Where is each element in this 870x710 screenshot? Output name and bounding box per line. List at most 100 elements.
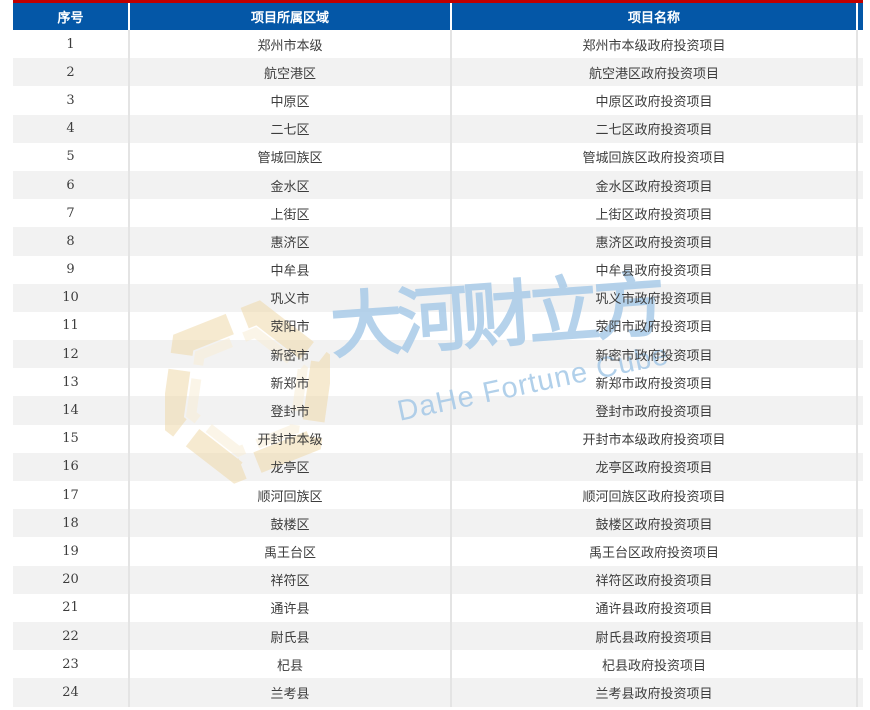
row-index: 11 — [62, 318, 79, 334]
row-region: 中牟县 — [270, 264, 310, 280]
cell-project-name: 通许县政府投资项目 — [450, 593, 856, 622]
row-index: 12 — [62, 346, 79, 362]
row-region: 顺河回族区 — [257, 489, 323, 505]
row-project-name: 开封市本级政府投资项目 — [582, 433, 726, 449]
row-project-name: 新密市政府投资项目 — [595, 348, 713, 364]
row-region: 新密市 — [270, 348, 310, 364]
cell-region: 航空港区 — [128, 58, 450, 87]
column-header-label: 项目所属区域 — [250, 10, 329, 25]
cell-clipped — [856, 30, 863, 59]
cell-index: 5 — [13, 143, 128, 171]
cell-project-name: 新密市政府投资项目 — [450, 340, 856, 369]
cell-project-name: 巩义市政府投资项目 — [450, 283, 856, 312]
row-project-name: 中原区政府投资项目 — [595, 94, 713, 110]
row-project-name: 杞县政府投资项目 — [601, 658, 706, 674]
row-region: 新郑市 — [270, 376, 310, 392]
row-project-name: 郑州市本级政府投资项目 — [582, 38, 726, 54]
row-index: 17 — [62, 487, 79, 503]
row-region: 航空港区 — [263, 66, 316, 82]
row-index: 4 — [66, 121, 75, 137]
table-row: 23 杞县 杞县政府投资项目 — [13, 650, 863, 679]
table-row: 4 二七区 二七区政府投资项目 — [13, 114, 863, 143]
cell-clipped — [856, 481, 863, 510]
cell-clipped — [856, 86, 863, 115]
cell-region: 登封市 — [128, 396, 450, 425]
cell-region: 顺河回族区 — [128, 481, 450, 510]
row-region: 尉氏县 — [270, 630, 310, 646]
row-index: 13 — [62, 374, 79, 390]
cell-project-name: 中原区政府投资项目 — [450, 86, 856, 115]
row-project-name: 龙亭区政府投资项目 — [595, 461, 713, 477]
row-region: 杞县 — [276, 658, 303, 674]
cell-index: 13 — [13, 368, 128, 396]
cell-clipped — [856, 58, 863, 87]
cell-clipped — [856, 678, 863, 707]
row-region: 二七区 — [270, 123, 310, 139]
row-project-name: 管城回族区政府投资项目 — [582, 151, 726, 167]
row-project-name: 通许县政府投资项目 — [595, 602, 713, 618]
cell-clipped — [856, 340, 863, 369]
cell-clipped — [856, 114, 863, 143]
row-region: 惠济区 — [270, 235, 310, 251]
row-region: 禹王台区 — [263, 545, 316, 561]
row-index: 2 — [66, 64, 75, 80]
table-row: 20 祥符区 祥符区政府投资项目 — [13, 565, 863, 594]
cell-index: 6 — [13, 171, 128, 199]
cell-project-name: 上街区政府投资项目 — [450, 199, 856, 228]
cell-clipped — [856, 621, 863, 651]
cell-region: 开封市本级 — [128, 424, 450, 453]
row-project-name: 鼓楼区政府投资项目 — [595, 517, 713, 533]
cell-region: 中牟县 — [128, 255, 450, 284]
cell-project-name: 金水区政府投资项目 — [450, 170, 856, 200]
row-region: 金水区 — [270, 179, 310, 195]
column-header-clipped — [856, 3, 863, 30]
cell-clipped — [856, 424, 863, 453]
cell-project-name: 郑州市本级政府投资项目 — [450, 30, 856, 59]
row-index: 24 — [62, 684, 79, 700]
cell-clipped — [856, 565, 863, 594]
cell-project-name: 开封市本级政府投资项目 — [450, 424, 856, 453]
row-region: 巩义市 — [270, 292, 310, 308]
row-index: 23 — [62, 656, 79, 672]
row-project-name: 新郑市政府投资项目 — [595, 376, 713, 392]
cell-project-name: 新郑市政府投资项目 — [450, 368, 856, 397]
cell-region: 二七区 — [128, 114, 450, 143]
cell-project-name: 中牟县政府投资项目 — [450, 255, 856, 284]
cell-index: 11 — [13, 312, 128, 340]
row-index: 7 — [66, 205, 75, 221]
row-region: 上街区 — [270, 207, 310, 223]
cell-region: 金水区 — [128, 170, 450, 200]
table-row: 15 开封市本级 开封市本级政府投资项目 — [13, 424, 863, 453]
table-row: 11 荥阳市 荥阳市政府投资项目 — [13, 311, 863, 341]
cell-region: 惠济区 — [128, 227, 450, 256]
row-project-name: 航空港区政府投资项目 — [588, 66, 719, 82]
row-index: 21 — [62, 600, 79, 616]
cell-clipped — [856, 255, 863, 284]
row-project-name: 登封市政府投资项目 — [595, 405, 713, 421]
row-region: 荥阳市 — [270, 320, 310, 336]
table-header-row: 序号 项目所属区域 项目名称 — [13, 3, 863, 30]
table-row: 18 鼓楼区 鼓楼区政府投资项目 — [13, 509, 863, 538]
cell-index: 3 — [13, 86, 128, 114]
table-row: 7 上街区 上街区政府投资项目 — [13, 199, 863, 228]
row-region: 祥符区 — [270, 574, 310, 590]
cell-index: 24 — [13, 678, 128, 706]
row-project-name: 禹王台区政府投资项目 — [588, 545, 719, 561]
cell-region: 祥符区 — [128, 565, 450, 594]
row-index: 20 — [62, 572, 79, 588]
cell-region: 中原区 — [128, 86, 450, 115]
row-project-name: 巩义市政府投资项目 — [595, 292, 713, 308]
row-region: 龙亭区 — [270, 461, 310, 477]
cell-project-name: 龙亭区政府投资项目 — [450, 452, 856, 481]
cell-project-name: 尉氏县政府投资项目 — [450, 621, 856, 651]
cell-region: 新密市 — [128, 340, 450, 369]
row-project-name: 中牟县政府投资项目 — [595, 264, 713, 280]
table-row: 3 中原区 中原区政府投资项目 — [13, 86, 863, 115]
cell-region: 上街区 — [128, 199, 450, 228]
cell-index: 18 — [13, 509, 128, 537]
cell-index: 8 — [13, 227, 128, 255]
table-top-accent-line — [13, 0, 863, 3]
table-row: 6 金水区 金水区政府投资项目 — [13, 170, 863, 200]
row-index: 15 — [62, 431, 79, 447]
table-row: 10 巩义市 巩义市政府投资项目 — [13, 283, 863, 312]
